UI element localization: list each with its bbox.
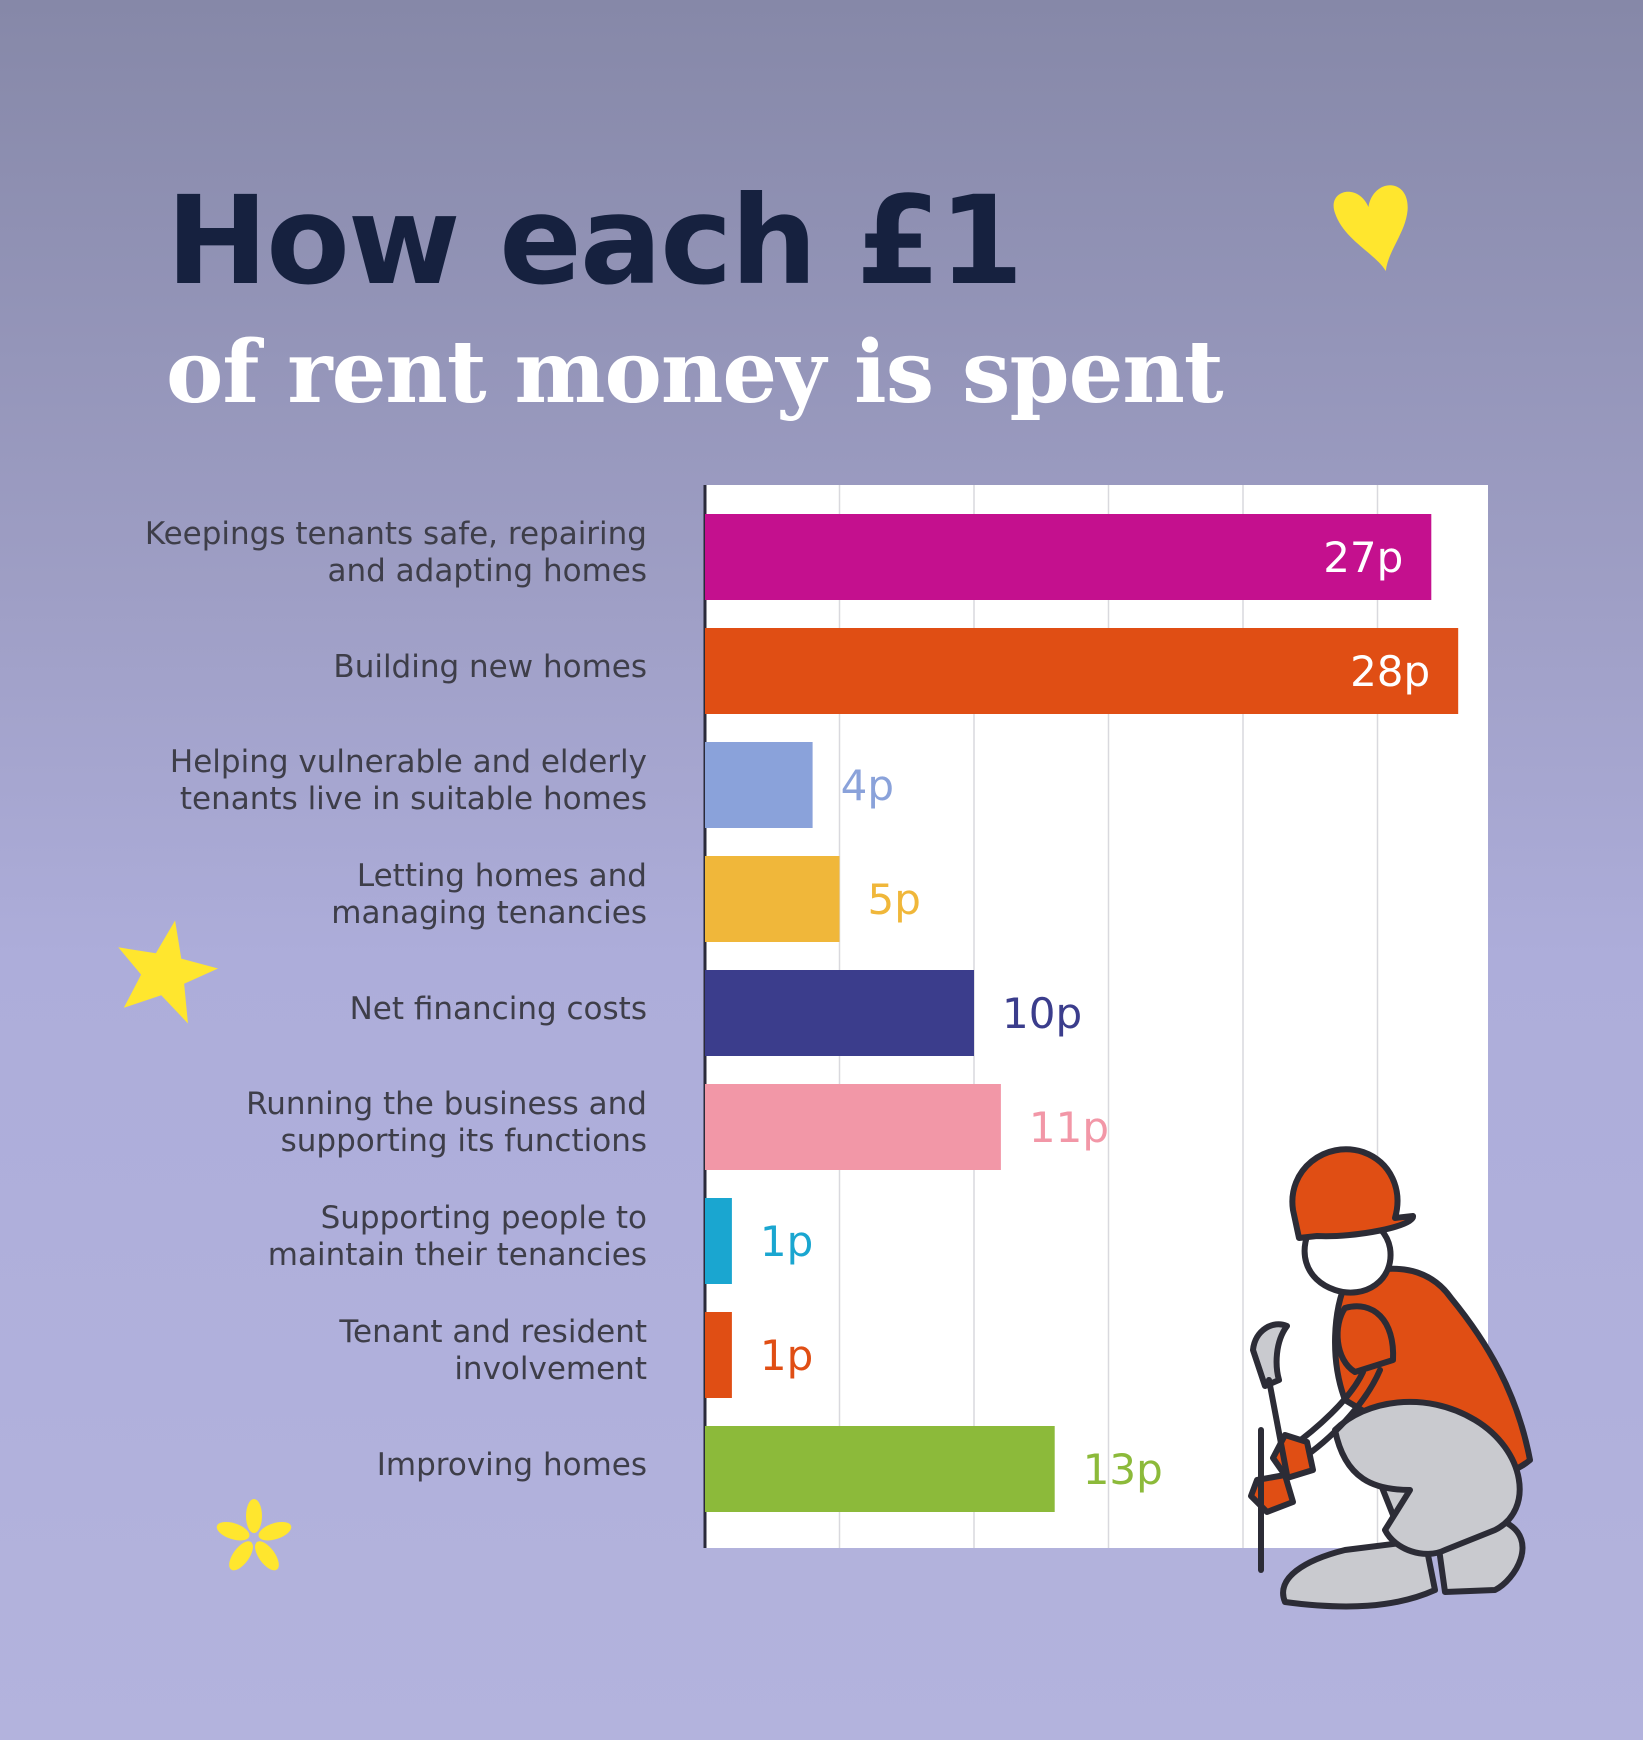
category-label-line: Running the business and: [246, 1086, 647, 1122]
category-label: Letting homes and managing tenancies: [27, 858, 647, 932]
bar: [705, 1084, 1001, 1170]
category-label: Helping vulnerable and elderly tenants li…: [27, 744, 647, 818]
bar: [705, 1312, 732, 1398]
construction-worker-icon: [1248, 1146, 1533, 1610]
category-label-line: and adapting homes: [327, 553, 647, 589]
chart-data-labels: 27p 28p 4p 5p 10p 11p 1p 1p 13p: [760, 533, 1430, 1494]
chart-bars: [705, 514, 1459, 1512]
category-label: Net financing costs: [27, 991, 647, 1028]
bar-value-label: 10p: [1002, 989, 1082, 1038]
category-label: Building new homes: [27, 649, 647, 686]
bar-value-label: 1p: [760, 1217, 813, 1266]
category-label: Keepings tenants safe, repairing and adap…: [27, 516, 647, 590]
page-subtitle: of rent money is spent: [166, 322, 1224, 423]
category-label-line: tenants live in suitable homes: [179, 781, 647, 817]
category-label-line: maintain their tenancies: [267, 1237, 647, 1273]
category-label-line: Keepings tenants safe, repairing: [144, 516, 647, 552]
bar-value-label: 11p: [1029, 1103, 1109, 1152]
category-label-line: Supporting people to: [320, 1200, 647, 1236]
flower-icon: [216, 1499, 292, 1571]
category-label-line: supporting its functions: [280, 1123, 647, 1159]
heart-icon: [1333, 185, 1408, 271]
bar: [705, 970, 974, 1056]
star-icon: [118, 920, 219, 1024]
bar-value-label: 1p: [760, 1331, 813, 1380]
category-label: Supporting people to maintain their tenan…: [27, 1200, 647, 1274]
category-label-line: Tenant and resident: [339, 1314, 647, 1350]
bar: [705, 1426, 1055, 1512]
category-label-line: Building new homes: [333, 648, 647, 685]
category-label-line: Net financing costs: [349, 990, 647, 1027]
category-label-line: involvement: [454, 1351, 647, 1387]
bar-value-label: 4p: [841, 761, 894, 810]
bar: [705, 856, 840, 942]
bar: [705, 1198, 732, 1284]
category-label: Tenant and resident involvement: [27, 1314, 647, 1388]
bar: [705, 628, 1459, 714]
category-label-line: Helping vulnerable and elderly: [169, 744, 647, 780]
bar-value-label: 28p: [1350, 647, 1430, 696]
category-label: Running the business and supporting its f…: [27, 1086, 647, 1160]
category-label-line: Letting homes and: [356, 858, 647, 894]
category-label-line: managing tenancies: [331, 895, 647, 931]
bar-value-label: 13p: [1083, 1445, 1163, 1494]
category-label-line: Improving homes: [376, 1446, 647, 1483]
bar: [705, 742, 813, 828]
bar-value-label: 27p: [1323, 533, 1403, 582]
bar: [705, 514, 1432, 600]
bar-value-label: 5p: [868, 875, 921, 924]
page-title: How each £1: [166, 170, 1024, 312]
category-label: Improving homes: [27, 1447, 647, 1484]
